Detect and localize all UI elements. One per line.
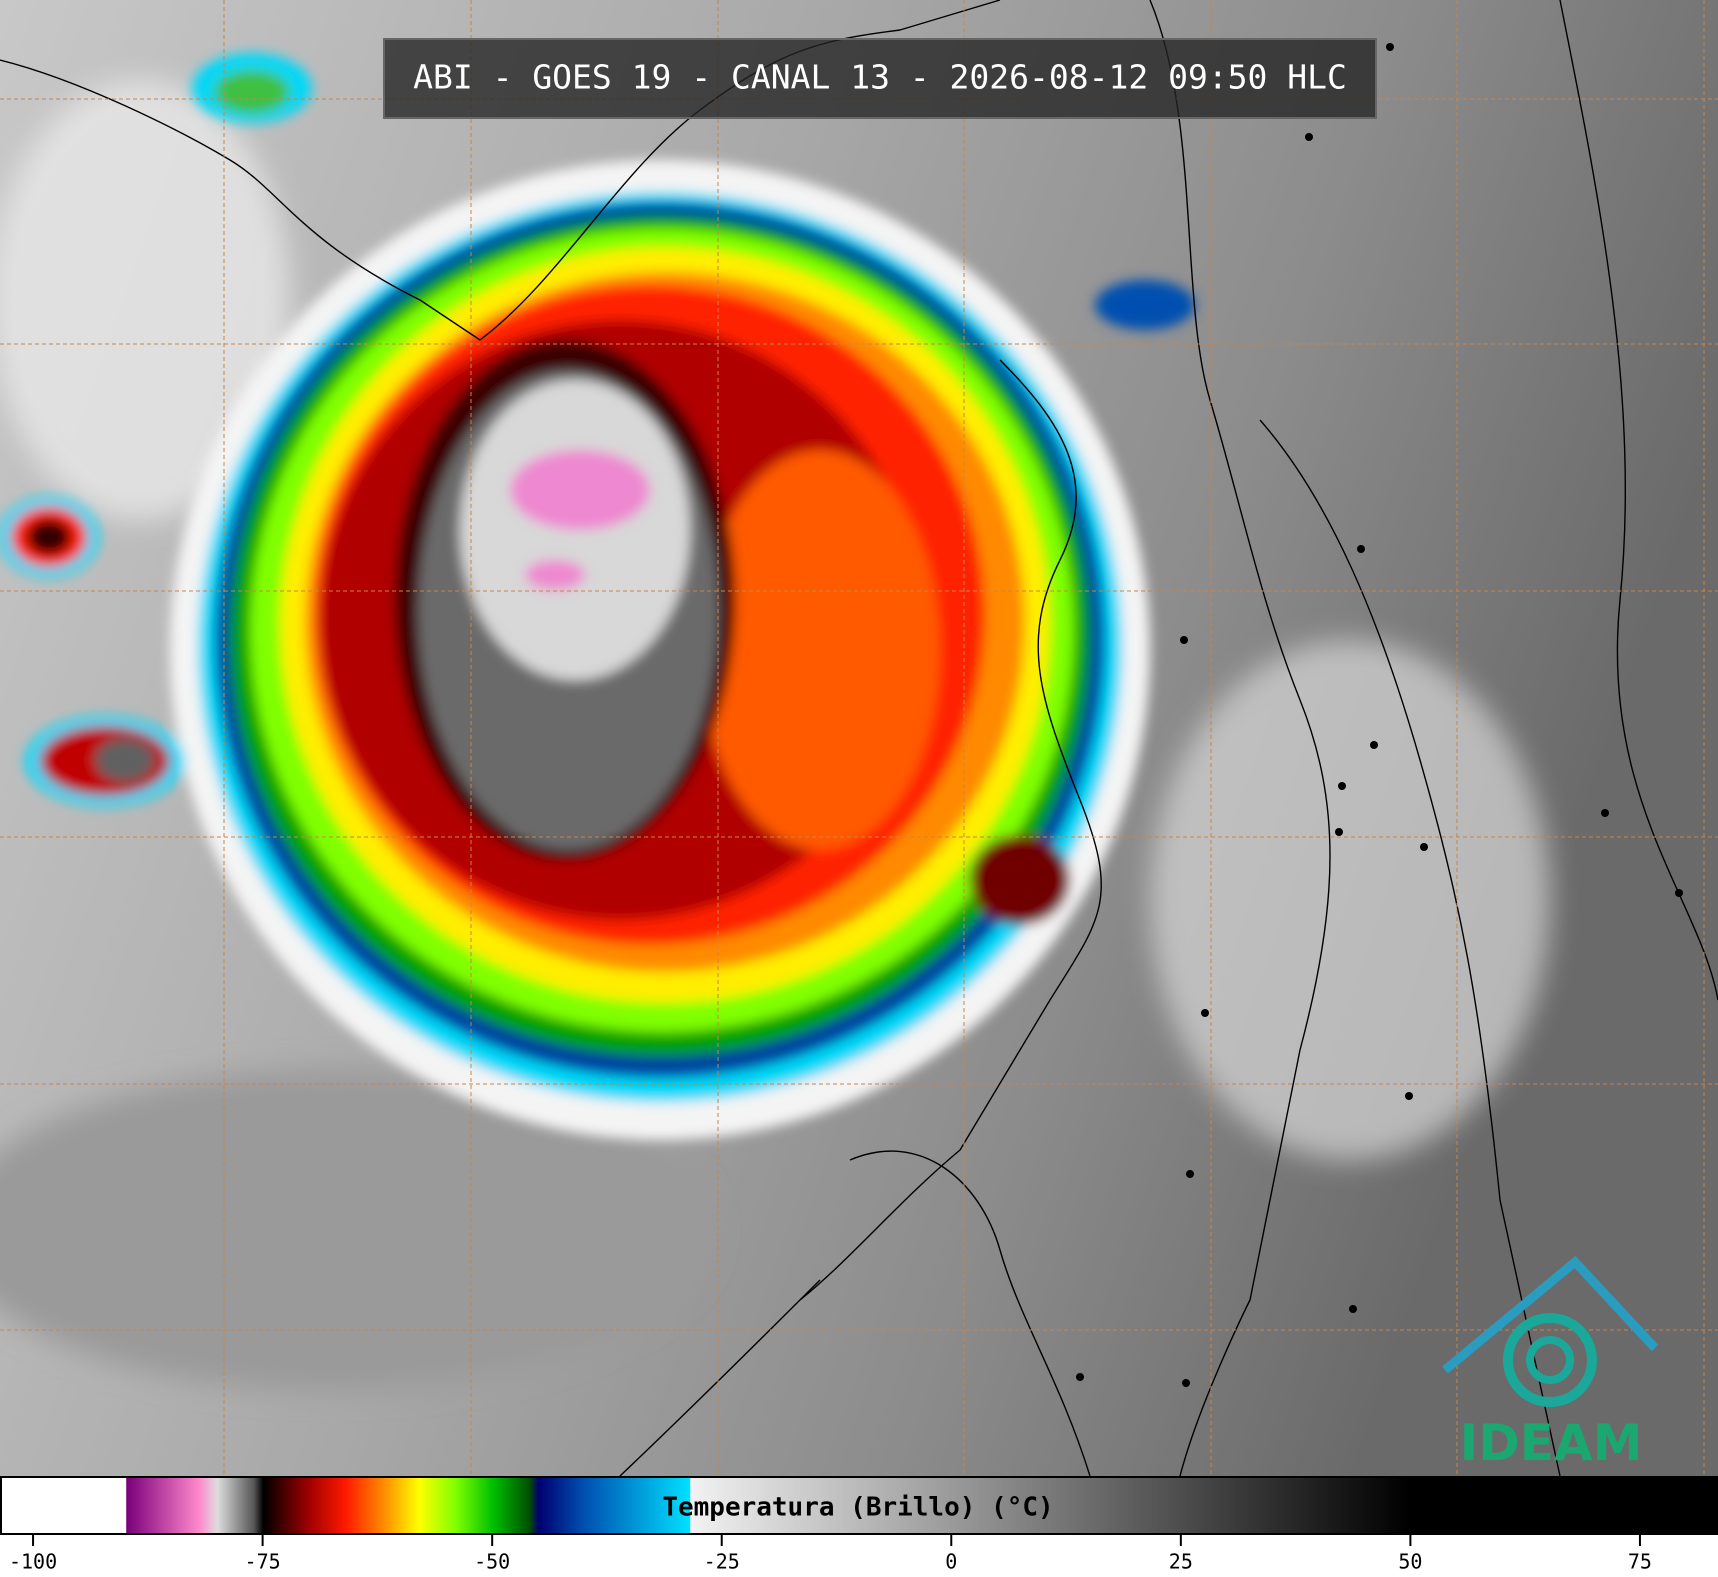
- logo-text: IDEAM: [1460, 1414, 1643, 1472]
- tick-label: 25: [1169, 1550, 1193, 1574]
- imagery: [0, 0, 1718, 1476]
- colorbar: Temperatura (Brillo) (°C) -100 -75 -50 -25 0…: [0, 1476, 1718, 1577]
- logo: IDEAM: [1442, 1255, 1659, 1472]
- tick-label: -25: [704, 1550, 740, 1574]
- tick-label: 75: [1628, 1550, 1652, 1574]
- tick-label: 50: [1398, 1550, 1422, 1574]
- city-dots: [1076, 43, 1683, 1387]
- tick-label: 0: [945, 1550, 957, 1574]
- title-box: ABI - GOES 19 - CANAL 13 - 2026-08-12 09…: [383, 38, 1377, 119]
- graticule: [0, 0, 1718, 1476]
- tick-label: -50: [474, 1550, 510, 1574]
- colorbar-label: Temperatura (Brillo) (°C): [662, 1493, 1053, 1523]
- title: ABI - GOES 19 - CANAL 13 - 2026-08-12 09…: [413, 58, 1347, 97]
- tick-label: -75: [245, 1550, 281, 1574]
- tick-label: -100: [9, 1550, 57, 1574]
